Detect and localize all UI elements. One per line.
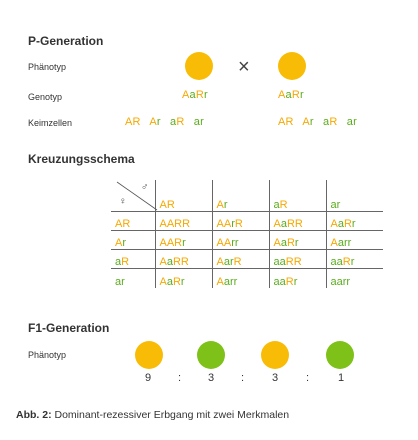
- corner-cell: ♂ ♀: [111, 180, 158, 212]
- punnett-cell: AarR: [211, 249, 269, 269]
- male-symbol: ♂: [141, 182, 149, 193]
- p-gametes-label: Keimzellen: [28, 118, 73, 128]
- col-header: Ar: [211, 180, 269, 212]
- ratio-separator-2: :: [241, 372, 245, 384]
- punnett-cell: AaRr: [325, 211, 383, 231]
- parent2-phenotype-circle: [278, 52, 306, 80]
- ratio-count-4: 1: [338, 372, 345, 384]
- caption-text: Dominant-rezessiver Erbgang mit zwei Mer…: [51, 409, 290, 421]
- punnett-cell: AArr: [211, 230, 269, 250]
- punnett-cell: AaRR: [268, 211, 326, 231]
- punnett-cell: AArR: [211, 211, 269, 231]
- ratio-count-2: 3: [208, 372, 215, 384]
- punnett-cell: AaRr: [154, 268, 212, 288]
- punnett-cell: AaRr: [268, 230, 326, 250]
- kreuzungsschema-title: Kreuzungsschema: [28, 152, 135, 166]
- punnett-cell: AaRR: [154, 249, 212, 269]
- punnett-cell: aarr: [325, 268, 383, 288]
- f1-phenotype-circle-1: [135, 341, 163, 369]
- punnett-cell: Aarr: [211, 268, 269, 288]
- p-genotype-label: Genotyp: [28, 92, 63, 102]
- f1-phenotype-circle-3: [261, 341, 289, 369]
- row-header: ar: [115, 275, 125, 288]
- parent2-genotype: AaRr: [278, 89, 304, 101]
- ratio-count-3: 3: [272, 372, 279, 384]
- female-symbol: ♀: [119, 196, 127, 207]
- col-header: ar: [325, 180, 383, 212]
- p-generation-title: P-Generation: [28, 34, 104, 48]
- p-phenotype-label: Phänotyp: [28, 62, 67, 72]
- caption-prefix: Abb. 2:: [16, 409, 52, 421]
- f1-generation-title: F1-Generation: [28, 321, 110, 335]
- punnett-cell: aaRr: [268, 268, 326, 288]
- ratio-separator-1: :: [178, 372, 182, 384]
- row-header: Ar: [111, 230, 155, 250]
- punnett-cell: aaRr: [325, 249, 383, 269]
- col-header: AR: [154, 180, 212, 212]
- f1-phenotype-circle-2: [197, 341, 225, 369]
- punnett-cell: Aarr: [325, 230, 383, 250]
- parent1-genotype: AaRr: [182, 89, 208, 101]
- row-header: aR: [111, 249, 155, 269]
- ratio-separator-3: :: [306, 372, 310, 384]
- parent1-gametes: AR Ar aR ar: [125, 116, 204, 128]
- punnett-cell: AARr: [154, 230, 212, 250]
- punnett-cell: aaRR: [268, 249, 326, 269]
- f1-phenotype-label: Phänotyp: [28, 350, 67, 360]
- parent2-gametes: AR Ar aR ar: [278, 116, 357, 128]
- figure-caption: Abb. 2: Dominant-rezessiver Erbgang mit …: [16, 409, 289, 421]
- row-header: AR: [111, 211, 155, 231]
- ratio-count-1: 9: [145, 372, 152, 384]
- parent1-phenotype-circle: [185, 52, 213, 80]
- punnett-cell: AARR: [154, 211, 212, 231]
- punnett-square: ♂ ♀ AR Ar aR ar AR AARR AArR AaRR AaRr A…: [111, 180, 383, 288]
- f1-phenotype-circle-4: [326, 341, 354, 369]
- col-header: aR: [268, 180, 326, 212]
- cross-symbol: ×: [238, 56, 250, 78]
